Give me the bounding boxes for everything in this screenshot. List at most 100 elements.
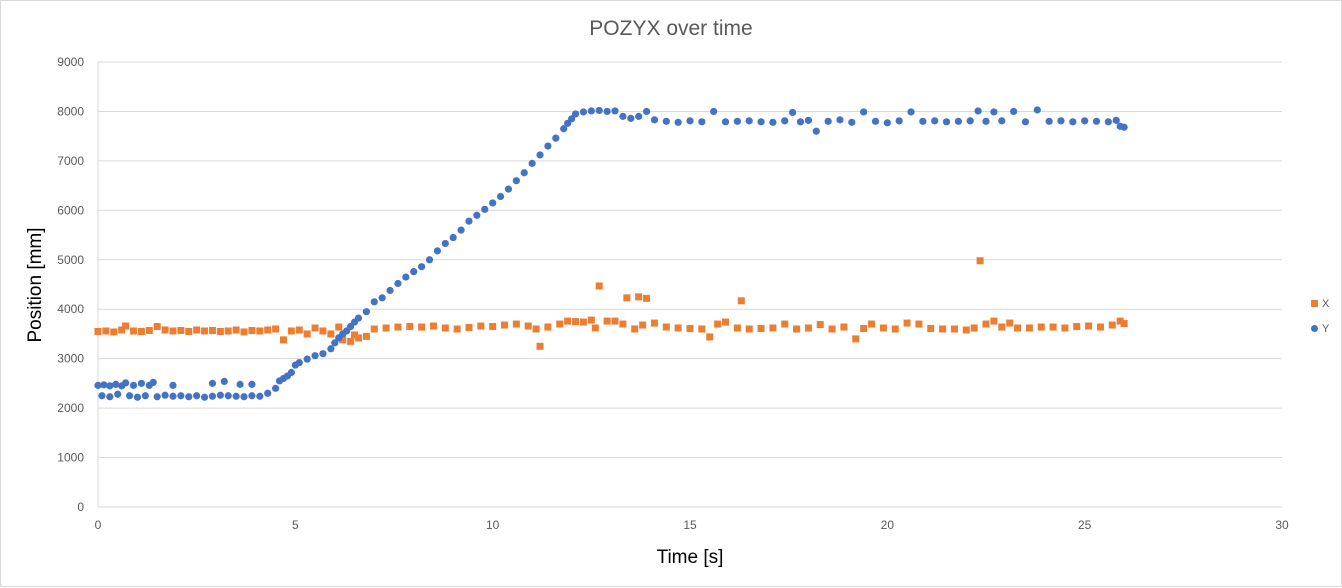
x-tick-label: 10 — [486, 518, 500, 532]
data-point-y — [544, 142, 552, 150]
y-axis-title: Position [mm] — [25, 227, 46, 342]
data-point-y — [100, 381, 108, 389]
data-point-x — [130, 327, 138, 335]
x-tick-label: 5 — [292, 518, 299, 532]
data-point-y — [698, 118, 706, 126]
chart-title: POZYX over time — [589, 17, 752, 40]
data-point-y — [812, 127, 820, 135]
data-point-x — [1085, 322, 1093, 330]
data-point-x — [587, 316, 595, 324]
data-point-y — [106, 393, 114, 401]
legend: X Y — [1311, 298, 1330, 335]
data-point-x — [489, 323, 497, 331]
data-point-y — [489, 199, 497, 207]
data-point-y — [272, 384, 280, 392]
data-point-y — [433, 247, 442, 255]
data-point-x — [1116, 317, 1124, 325]
data-point-y — [1057, 117, 1065, 125]
data-point-x — [579, 318, 587, 326]
series-y — [94, 106, 1128, 401]
data-point-y — [141, 392, 149, 400]
data-point-x — [737, 297, 745, 305]
data-point-x — [272, 325, 280, 333]
data-point-x — [465, 324, 473, 332]
data-point-y — [327, 345, 335, 353]
data-point-y — [1120, 123, 1128, 131]
data-point-y — [240, 393, 248, 401]
data-point-x — [714, 320, 722, 328]
legend-label-x: X — [1322, 298, 1330, 310]
data-point-y — [512, 177, 520, 185]
data-point-x — [240, 328, 248, 336]
data-point-y — [481, 205, 489, 213]
data-point-x — [110, 328, 118, 336]
data-point-y — [721, 118, 730, 126]
data-point-x — [279, 336, 287, 344]
data-point-x — [441, 324, 449, 332]
data-point-y — [354, 314, 363, 322]
data-point-y — [295, 359, 303, 367]
data-point-x — [757, 325, 765, 333]
data-point-x — [512, 320, 520, 328]
y-tick-label: 8000 — [57, 104, 84, 118]
data-point-x — [208, 326, 216, 334]
data-point-y — [473, 211, 481, 219]
data-point-y — [125, 392, 134, 400]
data-point-x — [998, 323, 1006, 331]
data-point-x — [232, 326, 240, 334]
data-point-y — [595, 106, 603, 115]
data-point-y — [974, 107, 982, 115]
data-point-x — [572, 318, 580, 326]
data-point-y — [552, 134, 560, 142]
data-point-y — [650, 116, 659, 124]
data-point-x — [287, 327, 295, 335]
data-point-x — [1108, 321, 1116, 329]
data-point-x — [453, 325, 461, 333]
data-point-y — [169, 381, 177, 389]
data-point-x — [193, 326, 201, 334]
data-point-y — [568, 115, 576, 123]
data-point-x — [1037, 323, 1045, 331]
data-point-x — [153, 323, 161, 331]
data-point-x — [406, 323, 414, 331]
data-point-x — [635, 293, 643, 301]
data-point-x — [631, 325, 639, 333]
data-point-y — [410, 268, 418, 276]
data-point-x — [781, 320, 789, 328]
data-point-x — [295, 326, 303, 334]
data-point-y — [169, 392, 177, 400]
data-point-y — [370, 298, 378, 306]
data-point-y — [860, 108, 868, 116]
data-point-x — [970, 324, 978, 332]
data-point-x — [591, 324, 599, 332]
data-point-y — [94, 381, 102, 389]
data-point-x — [623, 294, 631, 302]
data-point-y — [571, 110, 580, 118]
data-point-y — [642, 107, 651, 116]
data-point-y — [745, 117, 753, 125]
data-point-x — [982, 320, 990, 328]
data-point-x — [311, 324, 319, 332]
data-point-y — [836, 116, 844, 124]
data-point-x — [619, 320, 627, 328]
data-point-x — [118, 326, 126, 334]
data-point-y — [441, 239, 449, 248]
data-point-x — [891, 325, 899, 333]
data-point-x — [1096, 323, 1104, 331]
data-point-x — [950, 325, 958, 333]
data-point-y — [177, 392, 185, 400]
x-tick-label: 20 — [881, 518, 895, 532]
data-point-y — [1010, 107, 1018, 116]
data-point-x — [564, 317, 572, 325]
data-point-x — [216, 327, 224, 335]
data-point-y — [635, 112, 643, 120]
data-point-y — [200, 393, 209, 401]
data-point-y — [114, 390, 122, 398]
data-point-x — [643, 294, 651, 302]
data-point-y — [907, 108, 915, 116]
data-point-y — [425, 256, 434, 264]
data-point-y — [112, 380, 120, 388]
data-point-y — [153, 393, 161, 401]
data-point-x — [122, 322, 130, 330]
data-point-x — [477, 322, 485, 330]
